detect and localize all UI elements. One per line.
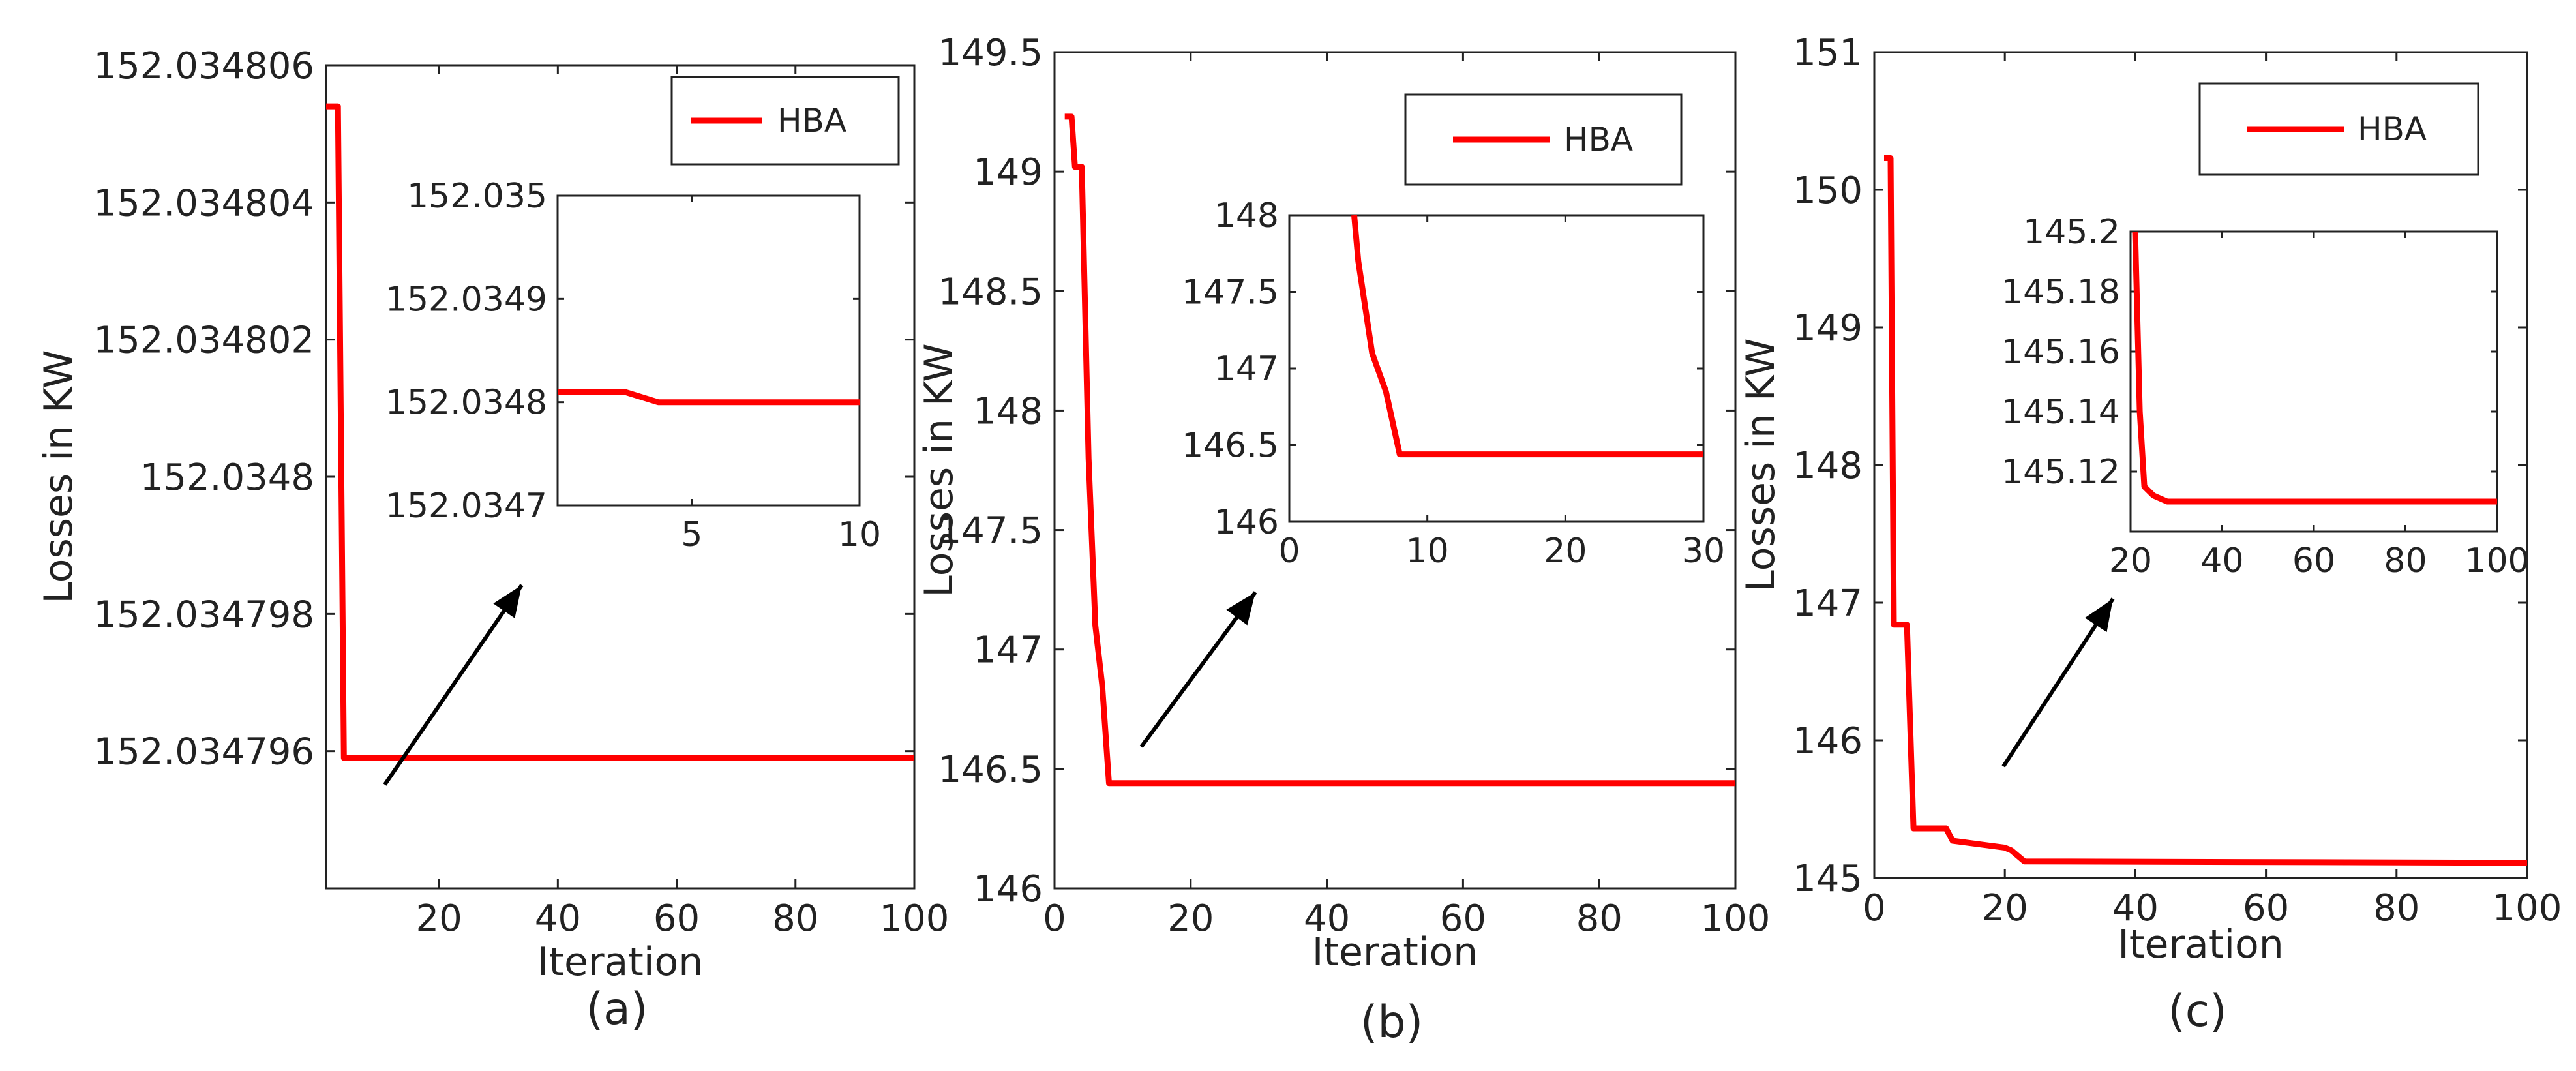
inset-y-tick-label: 145.18 bbox=[2001, 273, 2120, 312]
inset-y-tick-label: 147.5 bbox=[1182, 273, 1279, 312]
zoom-arrow-head bbox=[2084, 599, 2113, 633]
legend-label: HBA bbox=[777, 102, 846, 140]
x-tick-label: 20 bbox=[1982, 887, 2028, 929]
y-tick-label: 152.034796 bbox=[94, 731, 314, 774]
y-tick-label: 152.0348 bbox=[140, 457, 314, 499]
y-tick-label: 152.034802 bbox=[94, 320, 314, 362]
inset-y-tick-label: 145.12 bbox=[2001, 453, 2120, 492]
inset-x-tick-label: 20 bbox=[1544, 532, 1587, 571]
x-tick-label: 60 bbox=[653, 898, 700, 940]
x-tick-label: 100 bbox=[880, 898, 950, 940]
inset-y-tick-label: 145.16 bbox=[2001, 333, 2120, 372]
x-tick-label: 100 bbox=[1701, 898, 1771, 940]
y-axis-label: Losses in KW bbox=[916, 343, 962, 597]
hba-series-line bbox=[1884, 155, 2528, 866]
zoom-arrow-shaft bbox=[383, 584, 524, 786]
inset-x-tick-label: 80 bbox=[2384, 541, 2427, 581]
hba-series-line bbox=[326, 103, 914, 761]
zoom-arrow-head bbox=[493, 585, 522, 618]
legend-label: HBA bbox=[1564, 121, 1633, 158]
inset-y-tick-label: 146.5 bbox=[1182, 427, 1279, 466]
y-tick-label: 149 bbox=[1793, 307, 1863, 350]
x-tick-label: 80 bbox=[772, 898, 818, 940]
y-tick-label: 145 bbox=[1793, 858, 1863, 900]
inset-x-tick-label: 20 bbox=[2109, 541, 2152, 581]
y-tick-label: 152.034804 bbox=[94, 182, 314, 224]
x-tick-label: 80 bbox=[1576, 898, 1623, 940]
y-tick-label: 146.5 bbox=[938, 749, 1043, 791]
x-tick-label: 0 bbox=[1043, 898, 1066, 940]
inset-x-tick-label: 60 bbox=[2292, 541, 2335, 581]
y-axis-label: Losses in KW bbox=[36, 350, 82, 603]
y-tick-label: 148.5 bbox=[938, 271, 1043, 313]
y-tick-label: 146 bbox=[1793, 720, 1863, 762]
hba-series-line bbox=[1064, 113, 1735, 787]
y-tick-label: 147.5 bbox=[938, 510, 1043, 552]
inset-y-tick-label: 152.0349 bbox=[385, 280, 547, 319]
y-tick-label: 146 bbox=[973, 868, 1043, 911]
y-tick-label: 148 bbox=[973, 390, 1043, 432]
inset-y-tick-label: 147 bbox=[1214, 350, 1279, 389]
inset-x-tick-label: 10 bbox=[838, 515, 881, 554]
plot-frame-1 bbox=[1053, 51, 1737, 890]
inset-y-tick-label: 152.0347 bbox=[385, 487, 547, 526]
y-tick-label: 152.034806 bbox=[94, 45, 314, 87]
panel-caption: (b) bbox=[1360, 997, 1423, 1048]
x-tick-label: 0 bbox=[1863, 887, 1886, 929]
x-axis-label: Iteration bbox=[2118, 922, 2284, 967]
zoom-arrow-shaft bbox=[2001, 597, 2115, 768]
legend-label: HBA bbox=[2358, 110, 2427, 148]
inset-y-tick-label: 152.035 bbox=[407, 177, 547, 216]
inset-y-tick-label: 148 bbox=[1214, 196, 1279, 235]
y-tick-label: 147 bbox=[973, 629, 1043, 672]
inset-hba-series-line bbox=[558, 389, 860, 406]
inset-hba-series-line bbox=[2132, 231, 2497, 505]
inset-x-tick-label: 30 bbox=[1682, 532, 1725, 571]
y-tick-label: 149.5 bbox=[938, 32, 1043, 74]
y-tick-label: 148 bbox=[1793, 445, 1863, 487]
x-tick-label: 60 bbox=[1440, 898, 1486, 940]
x-tick-label: 40 bbox=[2112, 887, 2159, 929]
y-tick-label: 151 bbox=[1793, 32, 1863, 74]
y-tick-label: 149 bbox=[973, 151, 1043, 194]
x-tick-label: 80 bbox=[2373, 887, 2419, 929]
inset-y-tick-label: 145.14 bbox=[2001, 393, 2120, 432]
y-axis-label: Losses in KW bbox=[1738, 338, 1784, 592]
inset-x-tick-label: 5 bbox=[681, 515, 702, 554]
zoom-arrow-shaft bbox=[1139, 591, 1257, 748]
inset-frame bbox=[556, 194, 861, 507]
x-tick-label: 60 bbox=[2243, 887, 2289, 929]
inset-y-tick-label: 146 bbox=[1214, 503, 1279, 542]
x-tick-label: 40 bbox=[535, 898, 581, 940]
x-axis-label: Iteration bbox=[1312, 929, 1478, 975]
x-tick-label: 20 bbox=[415, 898, 462, 940]
inset-x-tick-label: 0 bbox=[1278, 532, 1300, 571]
x-tick-label: 20 bbox=[1167, 898, 1214, 940]
zoom-arrow-head bbox=[1226, 592, 1255, 626]
panel-caption: (a) bbox=[586, 984, 648, 1035]
x-axis-label: Iteration bbox=[537, 939, 704, 985]
inset-hba-series-line bbox=[1351, 215, 1703, 458]
panel-caption: (c) bbox=[2168, 986, 2226, 1037]
x-tick-label: 40 bbox=[1304, 898, 1350, 940]
y-tick-label: 150 bbox=[1793, 170, 1863, 212]
inset-x-tick-label: 40 bbox=[2200, 541, 2243, 581]
inset-frame bbox=[2129, 230, 2498, 533]
y-tick-label: 147 bbox=[1793, 582, 1863, 625]
inset-x-tick-label: 100 bbox=[2464, 541, 2529, 581]
inset-y-tick-label: 152.0348 bbox=[385, 384, 547, 423]
inset-y-tick-label: 145.2 bbox=[2023, 213, 2120, 252]
x-tick-label: 100 bbox=[2493, 887, 2562, 929]
y-tick-label: 152.034798 bbox=[94, 594, 314, 636]
inset-frame bbox=[1288, 214, 1705, 523]
inset-x-tick-label: 10 bbox=[1406, 532, 1449, 571]
